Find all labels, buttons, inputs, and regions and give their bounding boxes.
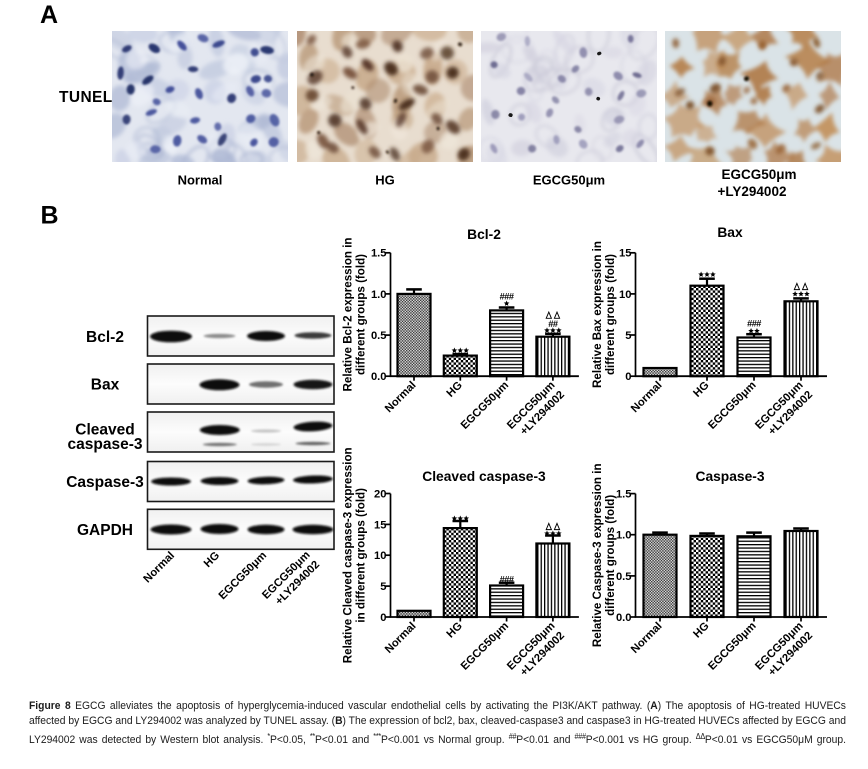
svg-text:10: 10 [619,289,631,301]
svg-text:HG: HG [445,379,466,400]
svg-text:0: 0 [625,371,631,383]
svg-text:Relative Bcl-2 expression indi: Relative Bcl-2 expression indifferent gr… [342,237,368,391]
svg-text:1.5: 1.5 [371,248,387,260]
svg-text:1.0: 1.0 [371,289,387,301]
svg-text:5: 5 [380,581,386,593]
svg-text:Cleaved caspase-3: Cleaved caspase-3 [422,469,546,484]
svg-text:EGCG50μm: EGCG50μm [706,620,758,672]
svg-text:1.0: 1.0 [616,530,632,542]
svg-text:HG: HG [691,379,712,400]
svg-text:EGCG50μm: EGCG50μm [721,167,796,182]
svg-text:+LY294002: +LY294002 [718,184,787,199]
svg-text:EGCG50μm: EGCG50μm [706,379,758,431]
svg-text:GAPDH: GAPDH [77,522,133,539]
svg-text:Normal: Normal [383,379,419,415]
svg-text:Bcl-2: Bcl-2 [86,329,124,346]
svg-text:0.5: 0.5 [371,330,387,342]
svg-text:###: ### [500,575,514,585]
svg-text:HG: HG [445,620,466,641]
svg-text:5: 5 [625,330,631,342]
svg-text:0: 0 [380,612,386,624]
svg-text:1.5: 1.5 [616,488,632,500]
svg-text:Caspase-3: Caspase-3 [66,474,144,491]
svg-text:HG: HG [375,173,395,188]
svg-text:A: A [40,1,58,29]
svg-text:Relative Bax expression indiff: Relative Bax expression indifferent grou… [591,241,617,388]
svg-text:20: 20 [374,488,386,500]
svg-text:Normal: Normal [383,620,419,656]
svg-text:Normal: Normal [629,379,665,415]
svg-text:Relative Cleaved caspase-3 exp: Relative Cleaved caspase-3 expressionin … [342,447,368,663]
svg-text:EGCG50μm: EGCG50μm [459,620,511,672]
svg-text:Relative Caspase-3 expression: Relative Caspase-3 expression indifferen… [591,463,617,647]
svg-text:Bax: Bax [91,377,120,394]
svg-text:0.5: 0.5 [616,571,632,583]
svg-text:0.0: 0.0 [616,612,632,624]
svg-text:EGCG50μm: EGCG50μm [459,379,511,431]
svg-text:10: 10 [374,550,386,562]
svg-text:Normal: Normal [178,173,223,188]
svg-text:EGCG50μm+LY294002: EGCG50μm+LY294002 [505,620,567,682]
svg-text:EGCG50μm+LY294002: EGCG50μm+LY294002 [260,549,322,611]
svg-text:EGCG50μm: EGCG50μm [533,173,605,188]
svg-text:15: 15 [619,248,631,260]
svg-text:HG: HG [202,549,223,570]
svg-text:###: ### [747,319,761,329]
svg-text:caspase-3: caspase-3 [68,436,143,453]
svg-text:###: ### [500,292,514,302]
svg-text:Normal: Normal [629,620,665,656]
svg-text:Bax: Bax [717,225,743,240]
svg-text:15: 15 [374,519,386,531]
svg-text:Caspase-3: Caspase-3 [695,469,764,484]
svg-text:Normal: Normal [141,550,177,586]
svg-text:Cleaved: Cleaved [75,422,134,439]
svg-text:0.0: 0.0 [371,371,387,383]
svg-text:EGCG50μm+LY294002: EGCG50μm+LY294002 [753,620,815,682]
svg-text:Bcl-2: Bcl-2 [467,227,501,242]
svg-text:EGCG50μm+LY294002: EGCG50μm+LY294002 [505,379,567,441]
svg-text:B: B [41,202,59,230]
svg-text:TUNEL: TUNEL [59,89,113,106]
svg-text:EGCG50μm+LY294002: EGCG50μm+LY294002 [753,379,815,441]
svg-text:HG: HG [691,620,712,641]
svg-text:##: ## [548,319,558,329]
